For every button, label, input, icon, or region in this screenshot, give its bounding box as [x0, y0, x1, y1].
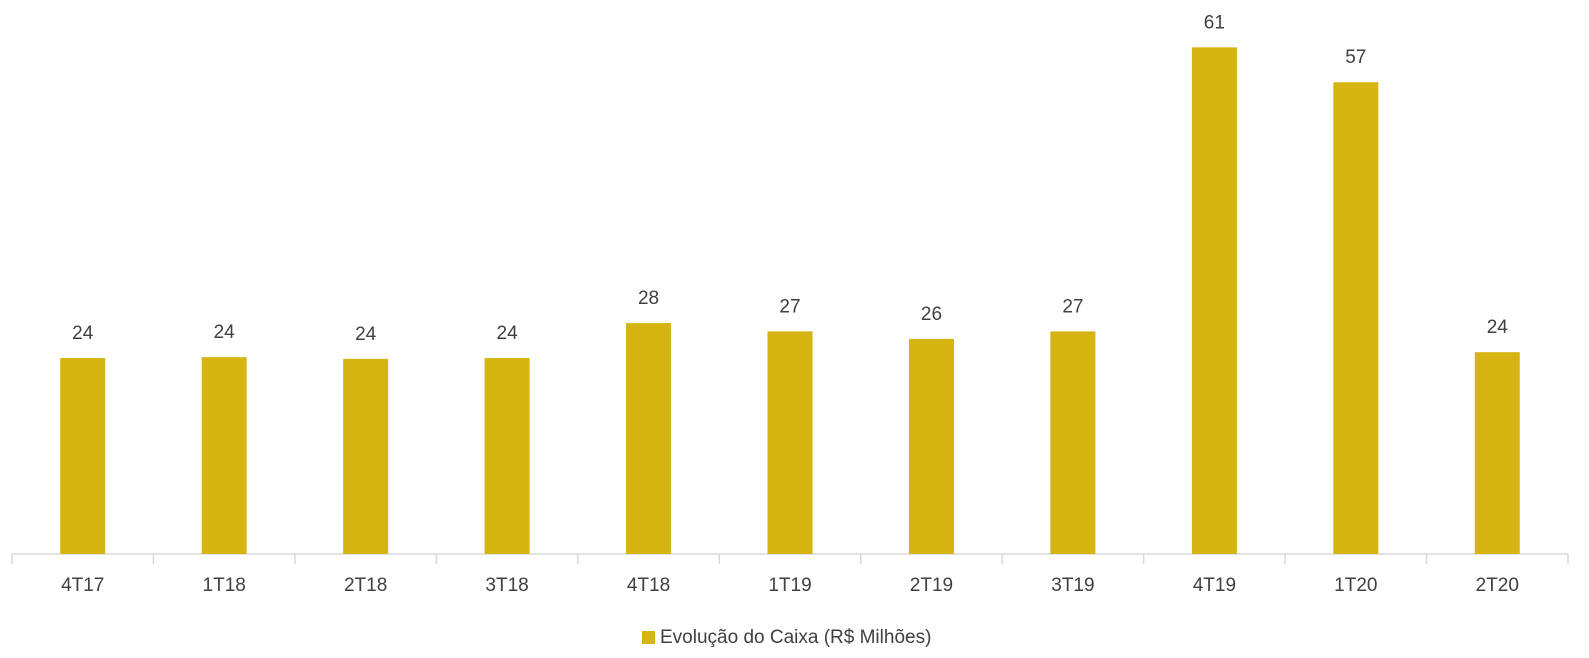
x-tick-label: 4T19 [1193, 575, 1236, 596]
bar [1474, 352, 1520, 554]
x-tick-label: 4T17 [61, 575, 104, 596]
data-label: 61 [1204, 12, 1225, 33]
bar [1050, 331, 1096, 554]
x-tick-label: 2T20 [1476, 575, 1519, 596]
legend-label: Evolução do Caixa (R$ Milhões) [660, 627, 931, 648]
data-label: 24 [72, 323, 94, 344]
data-label: 57 [1345, 47, 1366, 68]
bar [60, 357, 106, 554]
data-label: 27 [779, 296, 800, 317]
data-label: 27 [1062, 296, 1083, 317]
x-tick-label: 2T18 [344, 575, 387, 596]
legend-swatch [642, 631, 655, 644]
bar [908, 338, 954, 554]
bar [484, 357, 530, 554]
x-tick-label: 3T19 [1051, 575, 1094, 596]
data-label: 24 [497, 323, 519, 344]
data-label: 24 [355, 324, 377, 345]
bar [1191, 47, 1237, 555]
x-tick-label: 1T20 [1334, 575, 1377, 596]
bar [1333, 82, 1379, 555]
bar [201, 357, 247, 554]
bar [626, 323, 672, 554]
data-label: 28 [638, 288, 659, 309]
bar [767, 331, 813, 554]
data-label: 26 [921, 304, 942, 325]
x-tick-label: 1T18 [203, 575, 246, 596]
bar [343, 358, 389, 554]
data-label: 24 [1487, 317, 1509, 338]
x-tick-label: 2T19 [910, 575, 953, 596]
x-tick-label: 1T19 [768, 575, 811, 596]
x-tick-label: 4T18 [627, 575, 670, 596]
x-tick-label: 3T18 [485, 575, 528, 596]
data-label: 24 [214, 322, 236, 343]
